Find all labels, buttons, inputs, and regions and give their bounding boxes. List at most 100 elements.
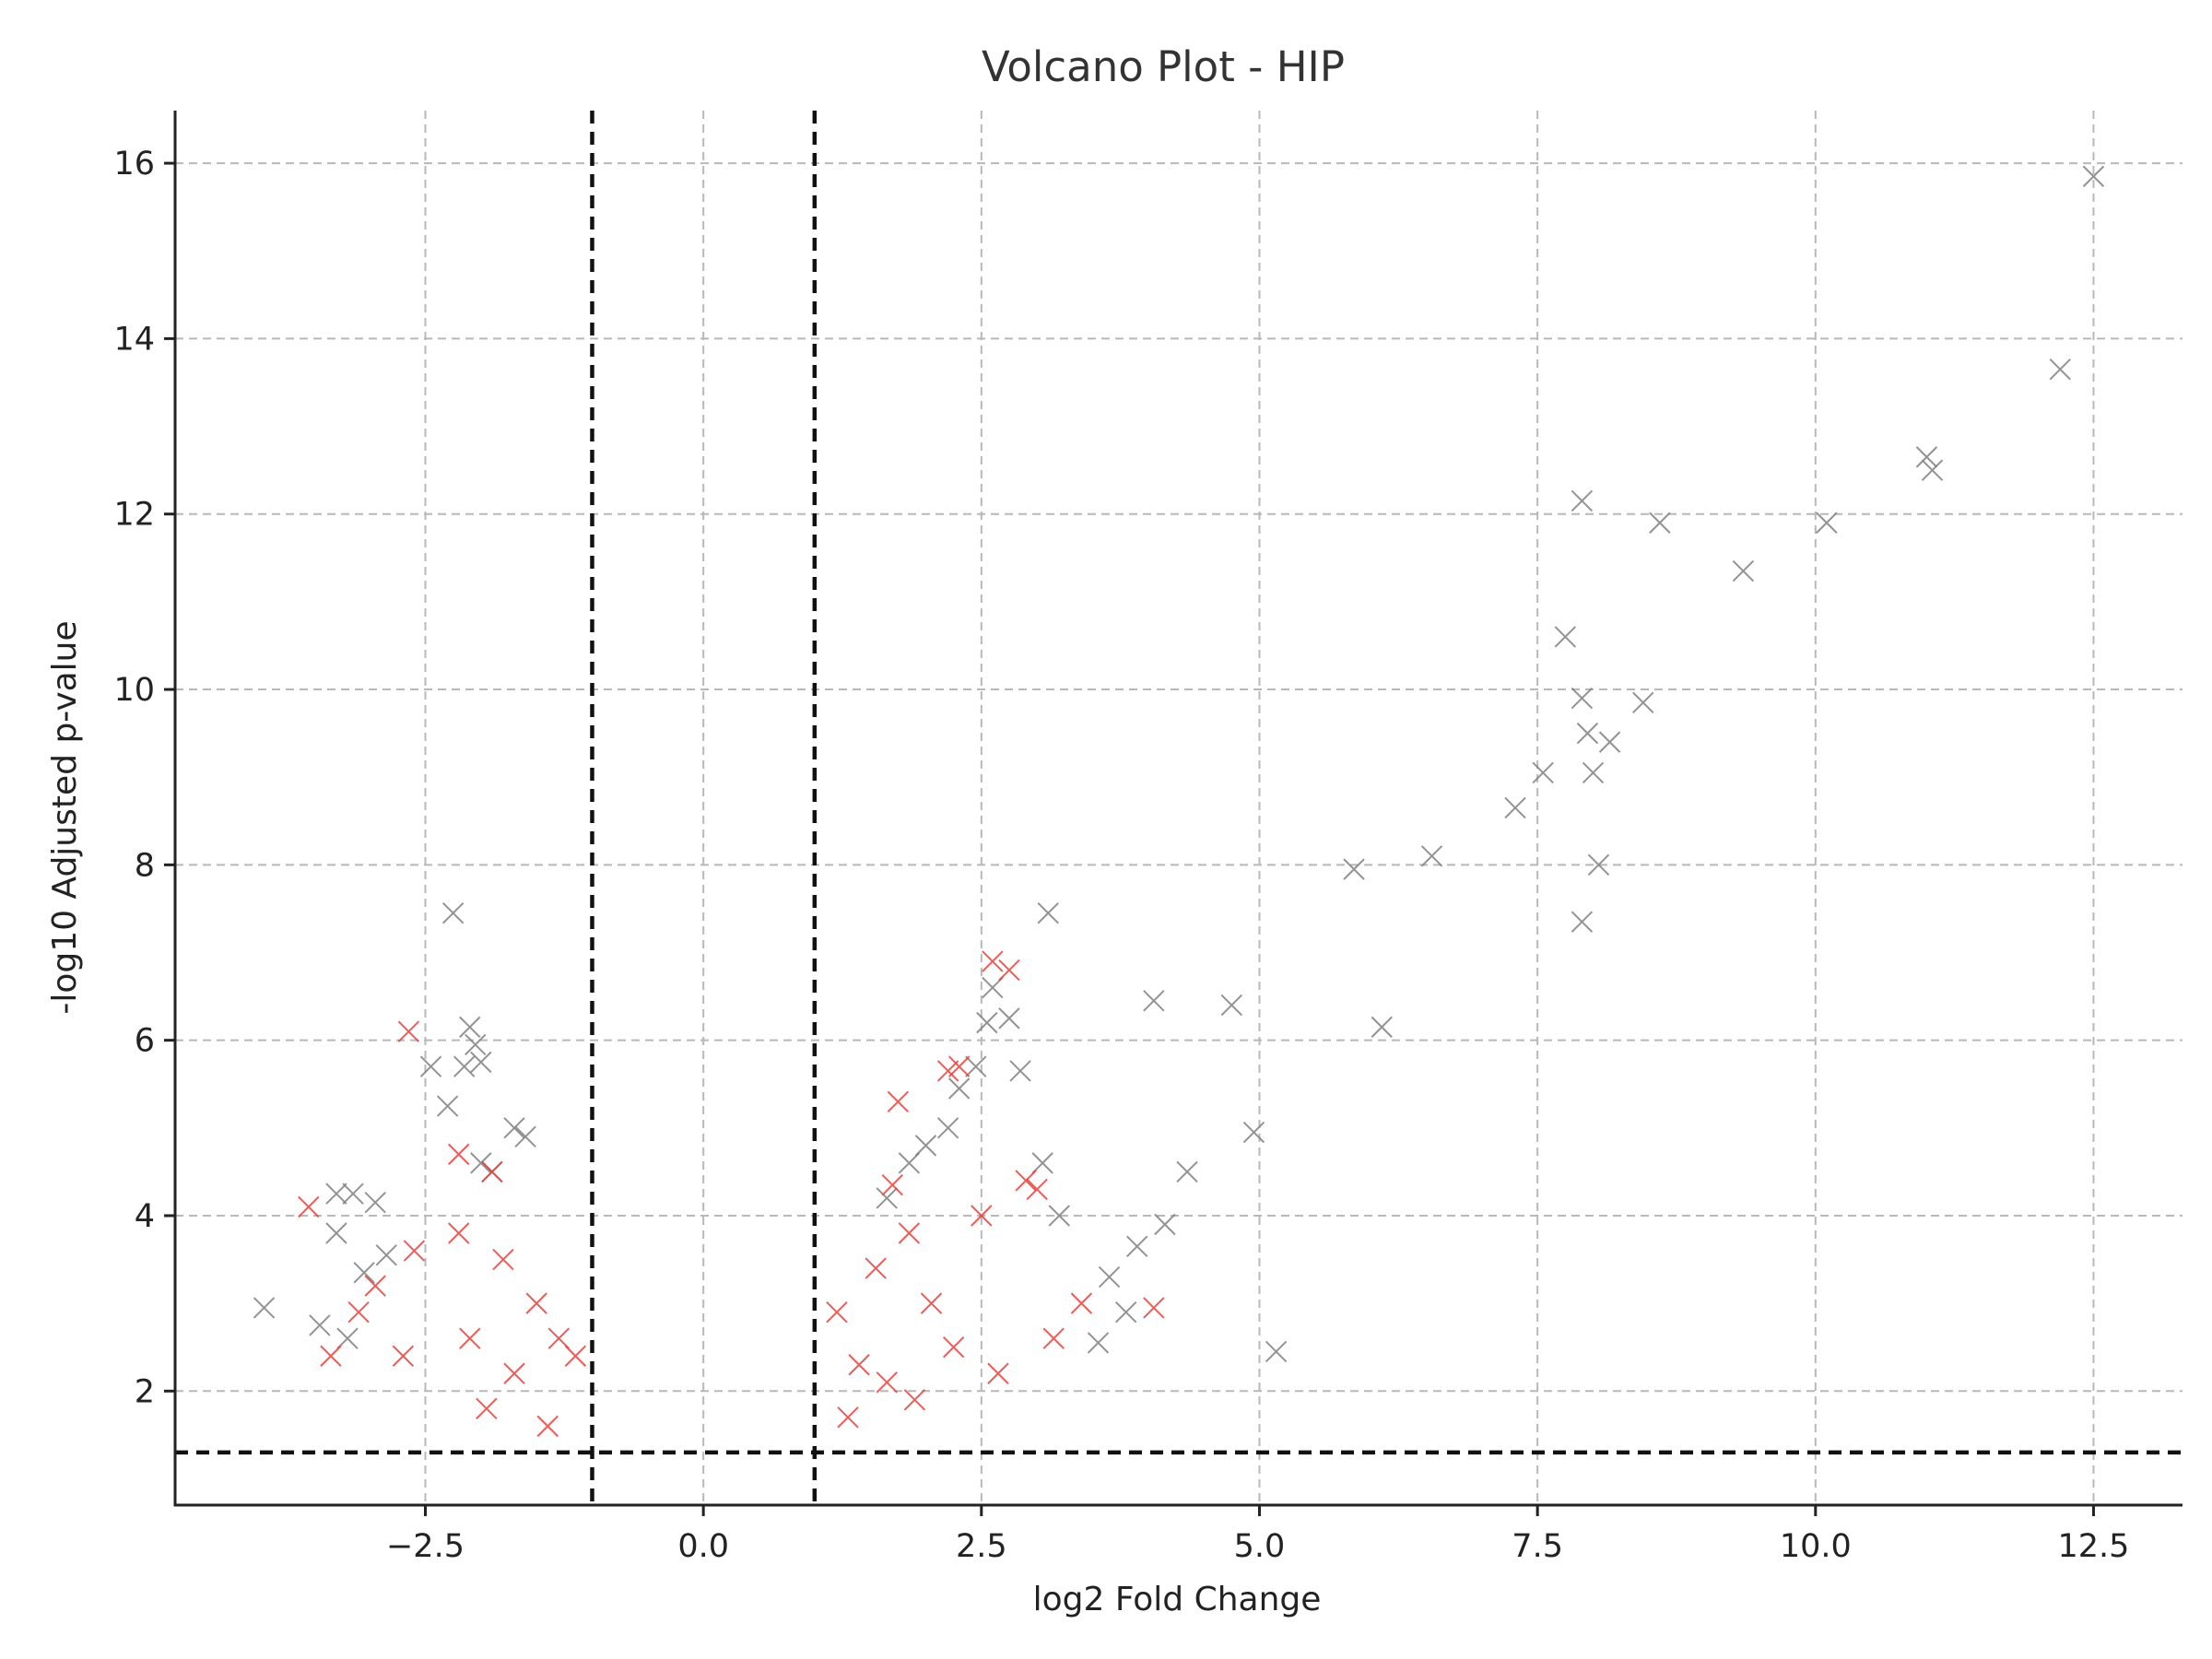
data-point (353, 1262, 375, 1284)
data-point (342, 1182, 364, 1205)
data-point (1220, 994, 1243, 1017)
data-point (1042, 1327, 1065, 1349)
x-tick-label: 2.5 (956, 1528, 1007, 1565)
data-point (309, 1314, 331, 1336)
data-point (364, 1192, 386, 1214)
axis-ticks: −2.5 0.0 2.5 5.0 7.5 10.0 12.5 2 4 6 8 10 12 14 16 (113, 146, 2129, 1565)
data-point (1037, 901, 1059, 924)
chart-title: Volcano Plot - HIP (982, 42, 1345, 91)
data-point (1343, 858, 1365, 880)
data-point (481, 1160, 503, 1183)
data-point (848, 1354, 870, 1376)
x-tick-label: 7.5 (1512, 1528, 1563, 1565)
data-point (898, 1152, 921, 1174)
data-point (942, 1336, 965, 1359)
grid (175, 111, 2183, 1505)
data-point (982, 976, 1004, 999)
data-point (1587, 853, 1610, 877)
data-points (253, 165, 2105, 1438)
y-tick-label: 4 (135, 1198, 155, 1235)
x-tick-label: 12.5 (2057, 1528, 2129, 1565)
data-point (298, 1195, 320, 1218)
x-tick-label: 5.0 (1234, 1528, 1286, 1565)
data-point (503, 1362, 525, 1384)
data-point (1532, 761, 1554, 784)
data-point (364, 1275, 386, 1297)
data-point (936, 1060, 959, 1082)
data-point (1732, 559, 1755, 582)
data-point (1242, 1121, 1265, 1144)
data-point (936, 1117, 959, 1139)
data-point (998, 959, 1020, 982)
data-point (1009, 1060, 1031, 1082)
data-point (253, 1297, 276, 1319)
data-point (1114, 1300, 1137, 1324)
data-point (441, 901, 465, 924)
data-point (1632, 691, 1654, 714)
y-tick-label: 16 (113, 146, 155, 182)
data-point (1816, 512, 1838, 534)
data-point (1143, 990, 1165, 1012)
y-tick-label: 2 (135, 1373, 155, 1410)
data-point (336, 1327, 359, 1349)
data-point (547, 1327, 571, 1349)
data-point (525, 1292, 547, 1314)
data-point (397, 1020, 420, 1042)
data-point (1504, 796, 1526, 819)
data-point (947, 1077, 971, 1100)
data-point (447, 1143, 470, 1166)
data-point (453, 1055, 476, 1077)
data-point (1371, 1016, 1393, 1039)
data-point (1031, 1152, 1053, 1174)
data-point (392, 1345, 415, 1367)
data-point (470, 1051, 492, 1074)
data-point (837, 1406, 859, 1429)
threshold-lines (175, 111, 2183, 1505)
data-point (898, 1222, 921, 1244)
data-point (564, 1345, 587, 1367)
axis-spine (173, 111, 2183, 1507)
data-point (459, 1327, 481, 1349)
data-point (375, 1244, 397, 1266)
data-point (1070, 1292, 1093, 1314)
data-point (865, 1257, 887, 1279)
data-point (920, 1292, 943, 1314)
data-point (320, 1345, 342, 1367)
data-point (1576, 722, 1599, 745)
data-point (876, 1371, 898, 1394)
data-point (971, 1205, 993, 1227)
x-tick-label: 0.0 (677, 1528, 729, 1565)
data-point (470, 1152, 492, 1174)
data-point (826, 1300, 848, 1324)
data-point (1571, 489, 1594, 512)
data-point (1026, 1178, 1048, 1201)
data-point (976, 1011, 998, 1034)
data-point (476, 1397, 498, 1420)
data-point (325, 1222, 347, 1244)
data-point (987, 1362, 1009, 1384)
data-point (1126, 1235, 1148, 1257)
data-point (1154, 1213, 1176, 1236)
y-axis-label: -log10 Adjusted p-value (46, 620, 84, 1014)
x-axis-label: log2 Fold Change (1033, 1581, 1322, 1618)
data-point (947, 1055, 971, 1077)
data-point (1420, 845, 1443, 867)
y-tick-label: 10 (113, 672, 155, 709)
data-point (903, 1389, 926, 1411)
data-point (965, 1055, 987, 1077)
data-point (1571, 687, 1594, 710)
data-point (503, 1117, 525, 1139)
data-point (887, 1090, 910, 1112)
data-point (1649, 512, 1671, 534)
y-tick-label: 8 (135, 847, 155, 884)
data-point (492, 1248, 514, 1271)
data-point (1015, 1170, 1037, 1192)
x-tick-label: −2.5 (386, 1528, 465, 1565)
data-point (436, 1095, 459, 1117)
data-point (1143, 1297, 1165, 1319)
data-point (1915, 446, 1938, 468)
data-point (1087, 1332, 1110, 1354)
data-point (1554, 626, 1577, 648)
data-point (982, 950, 1004, 972)
